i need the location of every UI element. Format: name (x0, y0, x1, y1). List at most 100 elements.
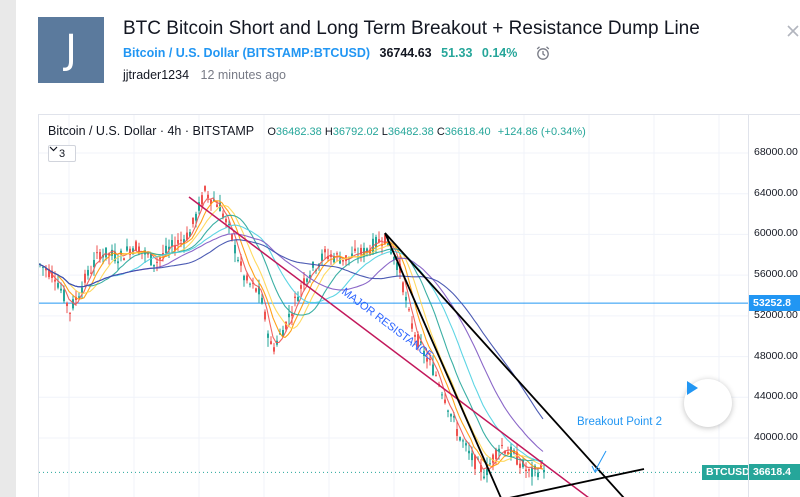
candle-body (285, 321, 287, 330)
candle-body (456, 428, 458, 436)
last-price-label: 36618.4 (749, 464, 800, 481)
author-name[interactable]: jjtrader1234 (123, 68, 190, 82)
symbol-code[interactable]: (BITSTAMP:BTCUSD) (242, 46, 371, 60)
candle-body (153, 264, 155, 267)
candle-body (69, 312, 71, 314)
candle-body (528, 469, 530, 471)
candle-body (273, 347, 275, 352)
moving-average-line (39, 239, 544, 420)
candle-body (282, 329, 284, 337)
candle-body (120, 250, 122, 254)
close-icon[interactable] (786, 24, 800, 38)
candle-body (522, 460, 524, 468)
candle-body (270, 341, 272, 345)
candle-body (138, 246, 140, 255)
price-axis[interactable]: 68000.00 64000.00 60000.00 56000.00 52000.00… (748, 115, 800, 497)
candle-body (189, 231, 191, 237)
candle-body (57, 283, 59, 288)
candle-body (264, 311, 266, 320)
candle-body (396, 262, 398, 271)
candle-body (255, 288, 257, 292)
candle-body (435, 374, 437, 376)
candle-body (453, 416, 455, 418)
price-tick-label: 52000.00 (754, 308, 798, 321)
downtrend-line[interactable] (384, 232, 625, 497)
candle-body (459, 436, 461, 441)
close-value: 36618.40 (444, 126, 491, 138)
page-backdrop (0, 0, 16, 497)
candle-body (336, 253, 338, 255)
symbol-price: 36744.63 (379, 46, 432, 60)
candle-body (165, 245, 167, 254)
indicators-toggle[interactable]: 3 (48, 145, 76, 162)
candle-body (495, 449, 497, 460)
candle-body (375, 236, 377, 248)
price-tick-label: 40000.00 (754, 431, 798, 443)
author-avatar[interactable]: J (38, 17, 104, 83)
candle-body (210, 199, 212, 205)
candle-body (63, 289, 65, 302)
candle-body (300, 285, 302, 289)
chart-area[interactable]: MAJOR RESISTANCE Bitcoin / U.S. Dollar ·… (38, 114, 800, 497)
candle-body (231, 234, 233, 240)
candle-body (426, 357, 428, 362)
candle-body (126, 246, 128, 251)
candle-body (123, 258, 125, 261)
candle-body (324, 249, 326, 253)
candle-body (492, 454, 494, 463)
candle-body (480, 464, 482, 473)
candle-body (444, 399, 446, 403)
price-tick-label: 56000.00 (754, 268, 798, 281)
candle-body (48, 268, 50, 278)
candle-body (507, 452, 509, 454)
candles (39, 185, 545, 486)
steep-downtrend-line[interactable] (384, 232, 502, 497)
price-tick-label: 60000.00 (754, 227, 798, 240)
breakout-trendline[interactable] (509, 468, 645, 497)
symbol-name[interactable]: Bitcoin / U.S. Dollar (123, 46, 239, 60)
candle-body (294, 296, 296, 299)
candle-body (216, 204, 218, 208)
moving-average-line (39, 200, 544, 470)
candle-change: +124.86 (+0.34%) (497, 126, 586, 138)
candle-body (450, 413, 452, 417)
candle-body (366, 248, 368, 253)
candle-body (537, 472, 539, 478)
candle-body (462, 440, 464, 442)
candle-body (78, 296, 80, 298)
moving-average-line (39, 224, 544, 463)
candle-body (93, 259, 95, 268)
author-row: jjtrader1234 12 minutes ago (123, 68, 286, 82)
candle-body (99, 251, 101, 260)
candle-body (108, 253, 110, 256)
candle-body (252, 282, 254, 284)
breakout-arrow (594, 450, 607, 472)
candle-body (447, 410, 449, 412)
alarm-clock-icon[interactable] (535, 45, 551, 61)
price-plot[interactable]: MAJOR RESISTANCE (39, 115, 748, 497)
resistance-trendline[interactable] (188, 196, 589, 497)
candle-body (129, 248, 131, 256)
candle-body (498, 448, 500, 452)
candle-body (327, 255, 329, 259)
candle-body (111, 249, 113, 256)
candle-body (228, 223, 230, 225)
symbol-change: 51.33 (441, 46, 473, 60)
candle-body (306, 278, 308, 282)
candle-body (225, 218, 227, 223)
low-value: 36482.38 (387, 126, 434, 138)
candle-body (411, 323, 413, 329)
candle-body (105, 247, 107, 258)
play-button[interactable] (684, 379, 732, 427)
candle-body (291, 313, 293, 317)
symbol-link[interactable]: Bitcoin / U.S. Dollar (BITSTAMP:BTCUSD) (123, 46, 370, 60)
candle-body (342, 259, 344, 262)
candle-body (417, 334, 419, 348)
legend-title[interactable]: Bitcoin / U.S. Dollar · 4h · BITSTAMP (48, 124, 254, 138)
candle-body (204, 186, 206, 191)
candle-body (84, 273, 86, 283)
candle-body (75, 297, 77, 300)
candle-body (174, 245, 176, 251)
candle-body (504, 451, 506, 454)
candle-body (96, 252, 98, 254)
